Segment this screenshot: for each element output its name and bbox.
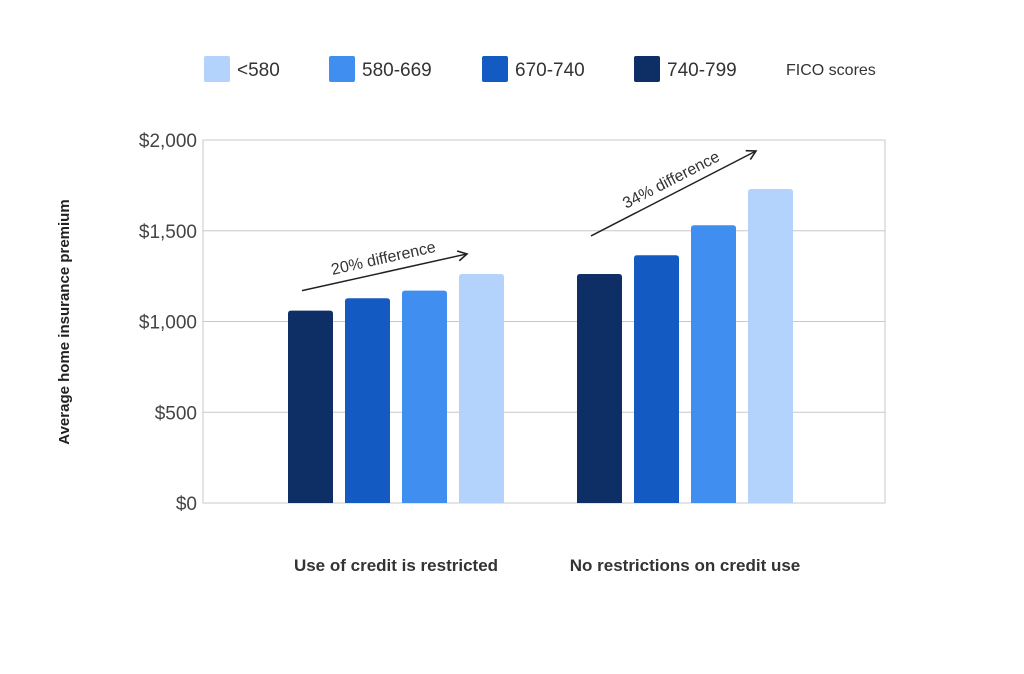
legend-label-580-669: 580-669 [362, 60, 432, 81]
bar-no-restrictions-on-credit-use-670-740 [634, 255, 679, 503]
y-tick-label: $0 [176, 494, 197, 515]
axes: $0 $500 $1,000 $1,500 $2,000 Use of credit is… [56, 131, 800, 575]
annotation-arrow [301, 250, 469, 292]
x-category-label: No restrictions on credit use [570, 556, 801, 575]
legend-label-740-799: 740-799 [667, 60, 737, 81]
y-tick-label: $1,000 [139, 313, 197, 334]
legend-title: FICO scores [786, 62, 876, 79]
legend-swatch-580 [204, 56, 230, 82]
annotation-label: 34% difference [620, 149, 723, 213]
legend: <580 580-669 670-740 740-799 FICO scores [204, 56, 876, 82]
legend-label-670-740: 670-740 [515, 60, 585, 81]
y-tick-label: $1,500 [139, 222, 197, 243]
plot-frame [202, 139, 886, 504]
y-tick-label: $500 [155, 403, 197, 424]
legend-swatch-580-669 [329, 56, 355, 82]
x-category-label: Use of credit is restricted [294, 556, 498, 575]
bars [288, 189, 793, 503]
legend-swatch-670-740 [482, 56, 508, 82]
bar-no-restrictions-on-credit-use-580 [748, 189, 793, 503]
bar-use-of-credit-is-restricted-670-740 [345, 298, 390, 503]
bar-no-restrictions-on-credit-use-580-669 [691, 225, 736, 503]
bar-no-restrictions-on-credit-use-740-799 [577, 273, 622, 503]
legend-swatch-740-799 [634, 56, 660, 82]
bar-use-of-credit-is-restricted-740-799 [288, 310, 333, 503]
legend-label-580: <580 [237, 60, 280, 81]
annotation-arrow [590, 149, 758, 237]
y-axis-label: Average home insurance premium [56, 199, 73, 444]
y-tick-label: $2,000 [139, 131, 197, 152]
bar-use-of-credit-is-restricted-580-669 [402, 290, 447, 503]
bar-use-of-credit-is-restricted-580 [459, 273, 504, 503]
